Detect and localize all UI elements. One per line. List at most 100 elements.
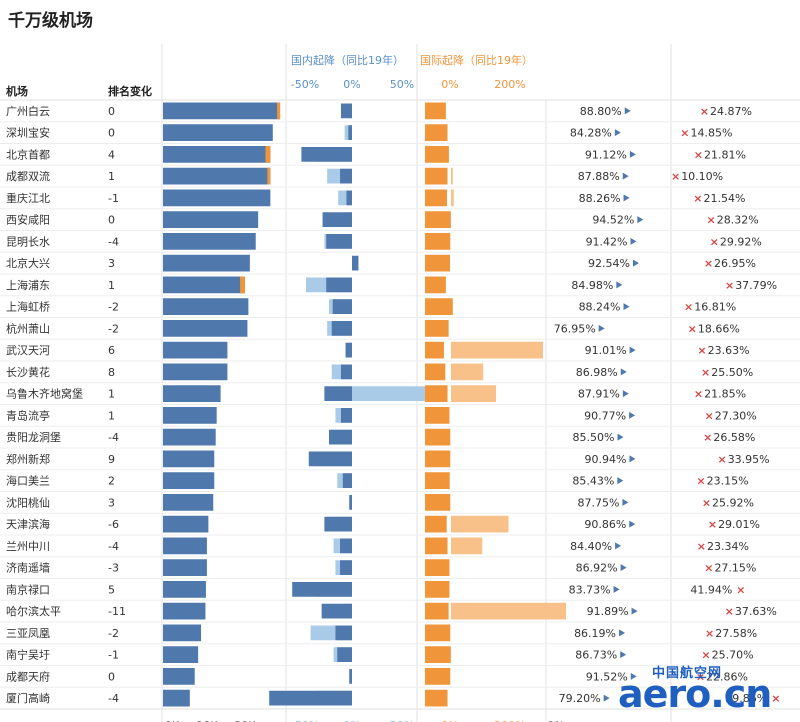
total-bar xyxy=(163,494,214,511)
yoy-change: 33.95% xyxy=(728,453,770,466)
domestic-bar-vs19 xyxy=(329,429,352,445)
international-bar-vs19 xyxy=(425,102,446,120)
on-time-rate: 84.28% xyxy=(570,127,612,140)
yoy-x-icon: × xyxy=(702,496,711,509)
domestic-bar-vs19 xyxy=(321,603,352,619)
domestic-bar-vs19 xyxy=(349,669,352,684)
total-bar xyxy=(163,407,217,424)
rate-marker-icon xyxy=(619,629,626,637)
total-bar xyxy=(163,341,228,359)
yoy-x-icon: × xyxy=(701,366,710,379)
yoy-x-icon: × xyxy=(697,540,706,553)
total-bar xyxy=(163,602,206,620)
rank-change: 3 xyxy=(108,257,115,270)
domestic-bar-vs19 xyxy=(342,473,352,488)
domestic-bar-vs20 xyxy=(352,386,438,401)
table-row: 天津滨海 -6 90.86% × 29.01% xyxy=(6,515,760,533)
total-bar xyxy=(163,624,202,642)
rate-marker-icon xyxy=(620,564,627,572)
on-time-rate: 88.80% xyxy=(580,105,622,118)
airport-name: 三亚凤凰 xyxy=(6,627,50,640)
total-bar xyxy=(163,559,207,576)
on-time-rate: 91.52% xyxy=(586,670,628,683)
rank-change: 1 xyxy=(108,279,115,292)
rate-marker-icon xyxy=(629,455,636,463)
airport-name: 昆明长水 xyxy=(6,235,50,248)
on-time-rate: 79.20% xyxy=(559,692,601,705)
axis-footers: 0K10K20K-50%0%50%0%200%0%起降架次国内起降（同比20年）… xyxy=(165,719,565,722)
total-bar xyxy=(163,472,215,489)
rank-change: 2 xyxy=(108,475,115,488)
total-bar-tip xyxy=(277,102,281,120)
on-time-rate: 86.73% xyxy=(575,649,617,662)
yoy-change: 18.66% xyxy=(698,322,740,335)
international-bar-vs20 xyxy=(451,363,484,381)
yoy-x-icon: × xyxy=(736,583,745,596)
total-bar xyxy=(163,428,216,446)
domestic-bar-vs19 xyxy=(348,125,352,140)
domestic-bar-vs19 xyxy=(340,364,352,380)
table-row: 成都双流 1 87.88% × 10.10% xyxy=(6,167,723,185)
domestic-bar-vs19 xyxy=(322,212,352,227)
yoy-change: 59.86% xyxy=(725,692,767,705)
international-bar-vs19 xyxy=(425,515,447,533)
bottom-tick-total: 10K xyxy=(196,719,218,722)
total-bar xyxy=(163,233,256,250)
airport-name: 兰州中川 xyxy=(6,540,50,553)
rank-change: -6 xyxy=(108,518,119,531)
yoy-x-icon: × xyxy=(725,279,734,292)
domestic-bar-vs19 xyxy=(345,342,352,358)
on-time-rate: 92.54% xyxy=(588,257,630,270)
international-bar-vs19 xyxy=(425,254,451,272)
international-bar-vs19 xyxy=(425,363,446,381)
yoy-change: 10.10% xyxy=(681,170,723,183)
rank-change: 1 xyxy=(108,409,115,422)
rate-marker-icon xyxy=(613,585,620,593)
yoy-change: 23.34% xyxy=(707,540,749,553)
on-time-rate: 88.26% xyxy=(579,192,621,205)
total-bar xyxy=(163,189,271,207)
yoy-change: 29.01% xyxy=(718,518,760,531)
airport-name: 南宁吴圩 xyxy=(6,648,50,662)
yoy-x-icon: × xyxy=(710,235,719,248)
domestic-bar-vs19 xyxy=(308,451,352,467)
rate-marker-icon xyxy=(629,520,636,528)
yoy-x-icon: × xyxy=(705,627,714,640)
airport-name: 北京大兴 xyxy=(6,256,50,270)
domestic-bar-vs19 xyxy=(349,495,352,510)
international-bar-vs19 xyxy=(425,167,448,185)
yoy-change: 25.50% xyxy=(711,366,753,379)
domestic-bar-vs19 xyxy=(269,690,352,706)
yoy-change: 28.32% xyxy=(717,214,759,227)
bottom-tick-international: 0% xyxy=(441,719,458,722)
international-bar-vs19 xyxy=(425,341,444,359)
airport-name: 成都天府 xyxy=(6,669,50,683)
rate-marker-icon xyxy=(598,324,605,332)
header-airport: 机场 xyxy=(6,84,28,98)
yoy-x-icon: × xyxy=(704,562,713,575)
header-rank-change: 排名变化 xyxy=(108,84,152,98)
airport-name: 海口美兰 xyxy=(6,474,50,488)
rate-marker-icon xyxy=(622,390,629,398)
airport-name: 武汉天河 xyxy=(6,344,50,357)
yoy-x-icon: × xyxy=(703,431,712,444)
bottom-tick-rate: 0% xyxy=(547,719,564,722)
top-tick-domestic: 50% xyxy=(390,78,414,91)
yoy-change: 27.58% xyxy=(715,627,757,640)
total-bar xyxy=(163,124,273,141)
international-bar-vs19 xyxy=(425,146,449,163)
total-bar xyxy=(163,320,248,337)
rank-change: -1 xyxy=(108,649,119,662)
domestic-bar-vs19 xyxy=(324,516,352,532)
table-row: 上海浦东 1 84.98% × 37.79% xyxy=(6,276,777,294)
bottom-tick-domestic: -50% xyxy=(291,719,319,722)
on-time-rate: 90.77% xyxy=(584,409,626,422)
airport-name: 乌鲁木齐地窝堡 xyxy=(6,387,83,401)
on-time-rate: 84.98% xyxy=(571,279,613,292)
rank-change: 0 xyxy=(108,105,115,118)
on-time-rate: 90.94% xyxy=(585,453,627,466)
airport-name: 贵阳龙洞堡 xyxy=(6,430,61,444)
table-row: 西安咸阳 0 94.52% × 28.32% xyxy=(6,211,759,228)
rate-marker-icon xyxy=(629,346,636,354)
table-row: 海口美兰 2 85.43% × 23.15% xyxy=(6,472,749,489)
